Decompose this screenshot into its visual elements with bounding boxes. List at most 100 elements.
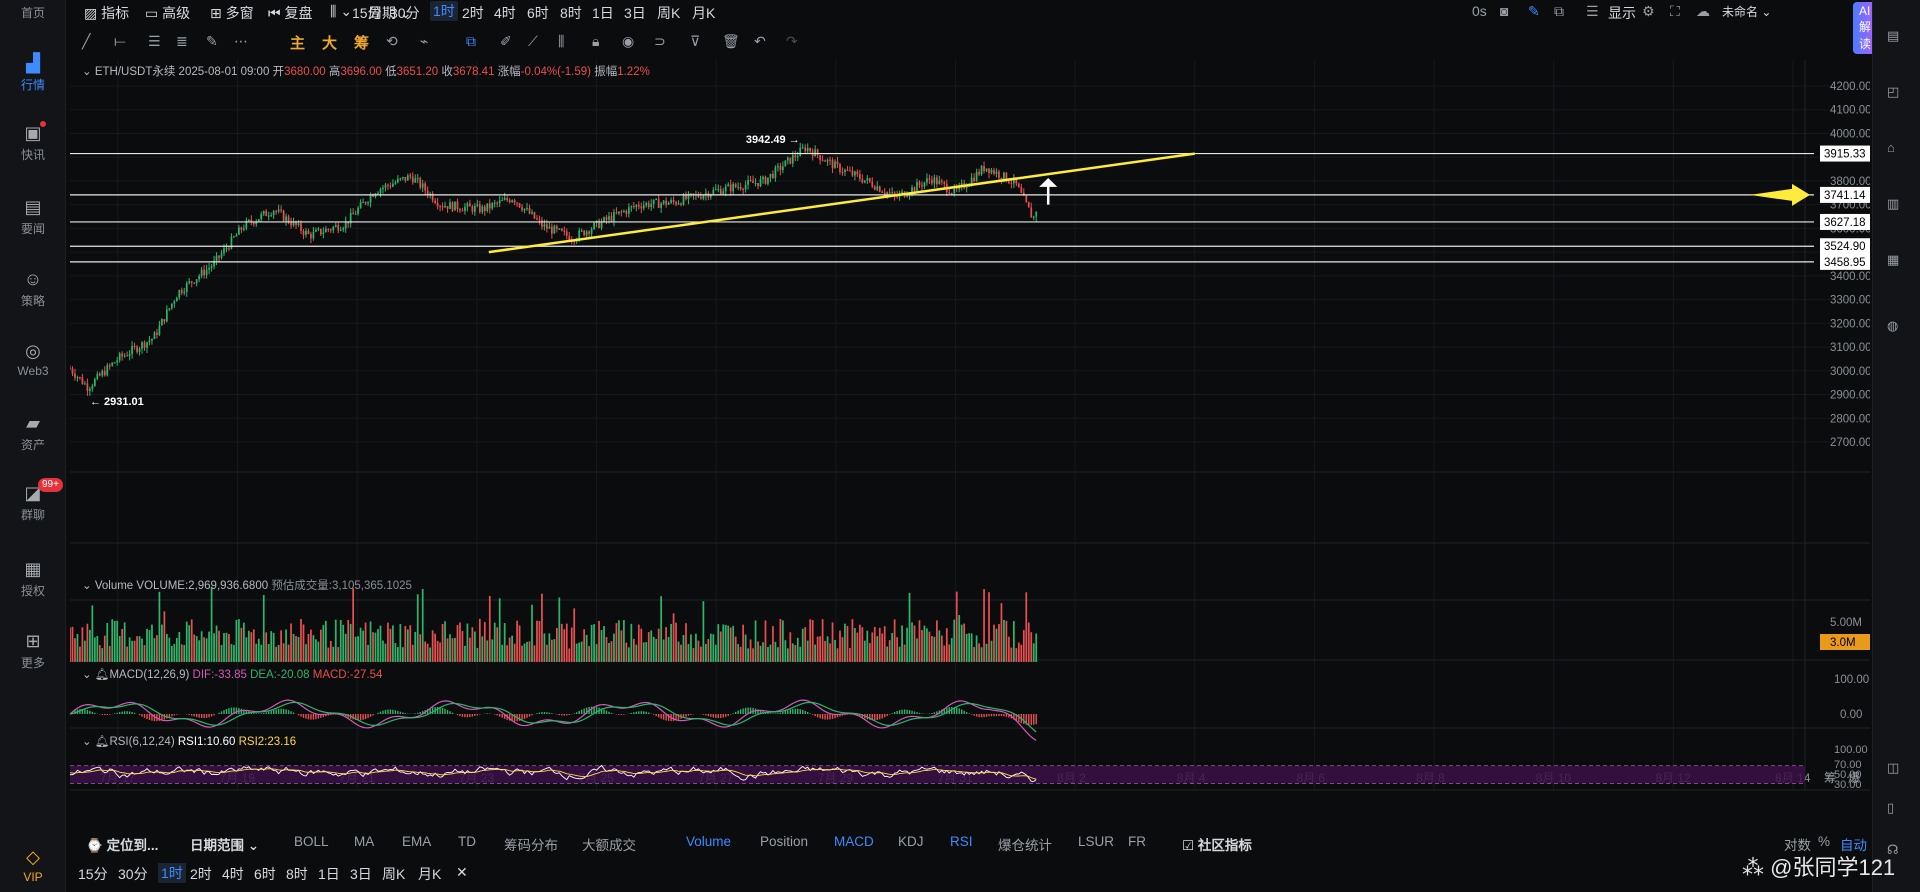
indicator-lsur[interactable]: LSUR	[1078, 834, 1115, 849]
interval-6时[interactable]: 6时	[527, 5, 549, 21]
bottom-interval-4时[interactable]: 4时	[222, 866, 244, 882]
layout-icon[interactable]: ◫	[1887, 760, 1900, 775]
cloud-icon[interactable]: ☁	[1696, 3, 1710, 19]
bell-icon[interactable]: 🔔︎	[94, 736, 110, 748]
brush-tool-icon[interactable]: ✎	[206, 33, 218, 49]
sidebar-item-授权[interactable]: ▦ 授权	[0, 560, 66, 599]
bottom-interval-周K[interactable]: 周K	[382, 866, 406, 882]
advanced-button[interactable]: ▭ 高级	[145, 5, 191, 21]
horizontal-line-tool-icon[interactable]: ⟝	[114, 33, 126, 49]
interval-周K[interactable]: 周K	[657, 5, 681, 21]
interval-30分[interactable]: 30分	[390, 5, 420, 21]
trendline[interactable]	[488, 152, 1195, 254]
settings-list-icon[interactable]: ☰	[1586, 3, 1599, 19]
interval-8时[interactable]: 8时	[560, 5, 582, 21]
orderbook-icon[interactable]: ▤	[1887, 28, 1900, 43]
sidebar-item-策略[interactable]: ☺ 策略	[0, 270, 66, 309]
sidebar-item-行情[interactable]: ▟ 行情	[0, 54, 66, 93]
collapse-icon[interactable]: ⌄	[82, 66, 92, 78]
replay-button[interactable]: ⏮ 复盘	[268, 5, 313, 21]
magic-icon[interactable]: ⌁	[420, 33, 429, 49]
bottom-interval-15分[interactable]: 15分	[78, 866, 108, 882]
measure-icon[interactable]: ⫼	[558, 33, 565, 49]
sidebar-icon[interactable]: ▯	[1887, 800, 1895, 815]
bottom-interval-30分[interactable]: 30分	[118, 866, 148, 882]
close-icon[interactable]: ✕	[456, 864, 468, 880]
magnet-icon[interactable]: ⊃	[654, 33, 666, 49]
multi-window-button[interactable]: ⊞ 多窗	[210, 5, 254, 21]
indicator-rsi[interactable]: RSI	[950, 834, 973, 849]
chart-canvas[interactable]: 4200.004100.004000.003900.003800.003700.…	[70, 60, 1870, 825]
sidebar-item-更多[interactable]: ⊞ 更多	[0, 632, 66, 671]
chart-type-button[interactable]: ⫼ ⌄	[330, 3, 353, 19]
chips-toggle[interactable]: 筹	[354, 35, 370, 52]
interval-2时[interactable]: 2时	[462, 5, 484, 21]
collapse-icon[interactable]: ⌄	[82, 580, 92, 592]
globe-icon[interactable]: ◍	[1887, 318, 1899, 333]
info-icon[interactable]: ▥	[1887, 196, 1900, 211]
log-scale-toggle[interactable]: 对数	[1784, 838, 1811, 853]
redo-icon[interactable]: ↷	[786, 33, 798, 49]
sidebar-item-要闻[interactable]: ▤ 要闻	[0, 198, 66, 237]
indicator-ema[interactable]: EMA	[402, 834, 432, 849]
big-trade-toggle[interactable]: 大	[322, 35, 338, 52]
indicator-ma[interactable]: MA	[354, 834, 375, 849]
bottom-interval-3日[interactable]: 3日	[350, 866, 372, 882]
indicator-爆仓统计[interactable]: 爆仓统计	[998, 838, 1052, 853]
fib-tool-icon[interactable]: ≣	[176, 33, 188, 49]
collapse-icon[interactable]: ⌄	[82, 669, 92, 681]
indicator-volume[interactable]: Volume	[686, 834, 732, 849]
bottom-interval-8时[interactable]: 8时	[286, 866, 308, 882]
sidebar-item-群聊[interactable]: ◪ 群聊 99+	[0, 478, 66, 523]
indicator-td[interactable]: TD	[458, 834, 476, 849]
sidebar-item-首页[interactable]: 首页	[0, 4, 66, 21]
gear-icon[interactable]: ⚙	[1642, 3, 1655, 19]
indicator-boll[interactable]: BOLL	[294, 834, 329, 849]
sync-icon[interactable]: ⟲	[386, 33, 398, 49]
trash-icon[interactable]: 🗑︎	[722, 33, 740, 49]
bell-icon[interactable]: 🔔︎	[94, 669, 110, 681]
parallel-lines-tool-icon[interactable]: ☰	[148, 33, 161, 49]
trades-icon[interactable]: ◰	[1887, 84, 1900, 99]
more-tools-icon[interactable]: ⋯	[234, 33, 248, 49]
locate-button[interactable]: ⌚ 定位到...	[86, 838, 159, 853]
indicator-fr[interactable]: FR	[1128, 834, 1146, 849]
interval-3日[interactable]: 3日	[624, 5, 646, 21]
collapse-icon[interactable]: ⌄	[82, 736, 92, 748]
lock-icon[interactable]: 🔒︎	[592, 33, 600, 49]
camera-icon[interactable]: ◙	[1500, 3, 1509, 19]
ruler-icon[interactable]: ⟋	[528, 33, 538, 49]
bottom-interval-2时[interactable]: 2时	[190, 866, 212, 882]
sidebar-item-快讯[interactable]: ▣ 快讯	[0, 121, 66, 163]
layout-name-dropdown[interactable]: 未命名 ⌄	[1722, 5, 1772, 19]
display-button[interactable]: 显示	[1608, 3, 1636, 23]
undo-icon[interactable]: ↶	[754, 33, 766, 49]
indicator-macd[interactable]: MACD	[834, 834, 874, 849]
fullscreen-icon[interactable]: ⛶	[1670, 3, 1680, 19]
interval-1日[interactable]: 1日	[592, 5, 614, 21]
interval-月K[interactable]: 月K	[692, 5, 716, 21]
indicator-position[interactable]: Position	[760, 834, 809, 849]
chart-area[interactable]: 4200.004100.004000.003900.003800.003700.…	[70, 60, 1870, 825]
bottom-interval-1日[interactable]: 1日	[318, 866, 340, 882]
copy-icon[interactable]: ⧉	[466, 33, 476, 49]
sidebar-item-资产[interactable]: ▰ 资产	[0, 414, 66, 453]
line-tool-icon[interactable]: ╱	[82, 33, 91, 49]
filter-icon[interactable]: ⊽	[690, 33, 701, 49]
main-chart-toggle[interactable]: 主	[290, 35, 306, 52]
interval-1时[interactable]: 1时	[430, 1, 458, 21]
indicator-大额成交[interactable]: 大额成交	[582, 838, 636, 853]
edit-icon[interactable]: ✐	[500, 33, 512, 49]
period-dropdown[interactable]: 周期 ⌄	[368, 5, 412, 21]
popout-icon[interactable]: ⧉	[1554, 3, 1564, 19]
depth-icon[interactable]: ⌂	[1887, 140, 1895, 155]
indicator-筹码分布[interactable]: 筹码分布	[504, 838, 558, 853]
date-range-dropdown[interactable]: 日期范围 ⌄	[190, 838, 260, 853]
indicators-button[interactable]: ▨ 指标	[84, 5, 130, 21]
bottom-interval-6时[interactable]: 6时	[254, 866, 276, 882]
indicator-kdj[interactable]: KDJ	[898, 834, 924, 849]
bottom-interval-1时[interactable]: 1时	[158, 863, 186, 883]
interval-4时[interactable]: 4时	[494, 5, 516, 21]
bottom-interval-月K[interactable]: 月K	[418, 866, 442, 882]
sidebar-item-web3[interactable]: ◎ Web3	[0, 342, 66, 378]
